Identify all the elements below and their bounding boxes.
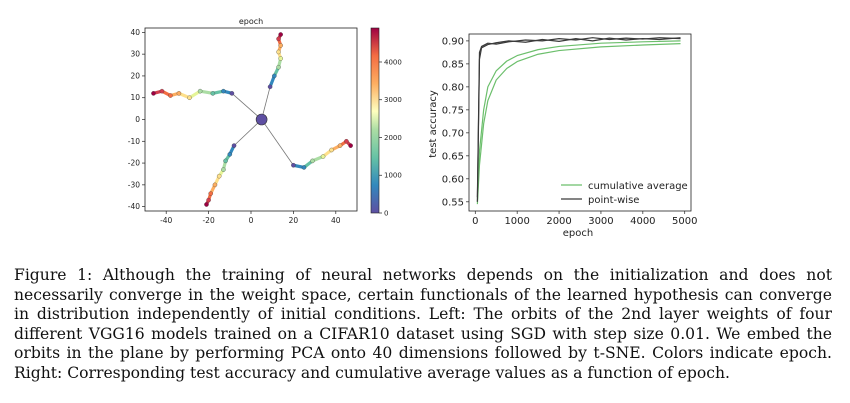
tsne-orbit-point: [206, 197, 211, 203]
accuracy-series-line: [476, 40, 681, 202]
colorbar-tick-label: 1000: [384, 172, 402, 180]
tsne-orbits: [151, 32, 353, 207]
accuracy-plot: 0 1000 2000 3000 4000 5000 0.550.600.650.700.…: [428, 33, 697, 239]
tsne-axes-frame: [144, 27, 358, 212]
tsne-orbit-point: [231, 143, 237, 148]
colorbar-tick-label: 3000: [384, 96, 402, 104]
accuracy-y-tick-label: 0.65: [442, 151, 464, 162]
colorbar: 0 1000 2000 3000 4000: [370, 27, 402, 218]
tsne-orbit-point: [210, 91, 216, 96]
tsne-orbit-point: [197, 88, 203, 94]
accuracy-y-tick-label: 0.55: [442, 197, 464, 208]
tsne-center-marker: [255, 113, 268, 126]
tsne-connector-line: [231, 93, 262, 120]
accuracy-x-ticks: 0 1000 2000 3000 4000 5000: [472, 211, 697, 227]
tsne-orbit-point: [267, 84, 273, 90]
tsne-orbit-point: [204, 202, 209, 207]
accuracy-y-label: test accuracy: [428, 90, 439, 158]
tsne-orbit-point: [212, 182, 218, 188]
tsne-y-tick-label: -30: [128, 180, 140, 189]
accuracy-y-tick-label: 0.75: [442, 105, 464, 116]
tsne-orbit-point: [291, 162, 296, 168]
tsne-orbit-point: [348, 143, 353, 148]
accuracy-series-line: [476, 37, 681, 198]
legend-label-cumulative: cumulative average: [588, 181, 688, 192]
accuracy-x-label: epoch: [563, 228, 593, 239]
accuracy-axes-frame: [468, 33, 692, 212]
tsne-x-tick-label: 20: [289, 216, 299, 225]
accuracy-series-line: [476, 37, 681, 202]
tsne-orbit-point: [221, 167, 226, 172]
tsne-orbit-point: [187, 95, 192, 100]
tsne-orbit-point: [301, 165, 307, 170]
tsne-orbit-point: [310, 158, 315, 164]
tsne-orbit-point: [176, 91, 182, 96]
tsne-y-tick-label: 30: [130, 50, 140, 59]
tsne-orbit-point: [227, 152, 233, 157]
accuracy-series-line: [476, 43, 681, 205]
tsne-x-tick-label: 0: [249, 216, 254, 225]
tsne-orbit-point: [278, 56, 283, 61]
accuracy-x-tick-label: 5000: [672, 216, 697, 227]
accuracy-x-tick-label: 3000: [588, 216, 613, 227]
tsne-orbit-point: [159, 88, 165, 94]
tsne-orbit-point: [272, 73, 277, 79]
tsne-orbit-point: [320, 154, 326, 159]
accuracy-y-tick-label: 0.80: [442, 82, 464, 93]
tsne-orbit-point: [337, 143, 343, 148]
tsne-y-tick-label: -40: [128, 202, 140, 211]
accuracy-x-tick-label: 4000: [630, 216, 655, 227]
accuracy-x-tick-label: 1000: [504, 216, 529, 227]
accuracy-y-ticks: 0.55 0.60 0.65 0.70 0.75 0.80 0.85 0.90: [442, 36, 469, 208]
figure-svg: epoch -40 -20 0 20 40 -40-30-20-10010203040 …: [128, 17, 698, 239]
accuracy-x-tick-label: 2000: [546, 216, 571, 227]
tsne-orbit-point: [344, 139, 349, 144]
accuracy-y-tick-label: 0.85: [442, 59, 464, 70]
tsne-orbit-point: [229, 91, 235, 96]
tsne-y-tick-label: 20: [130, 71, 140, 80]
tsne-plot: epoch -40 -20 0 20 40 -40 -30 -20 -10 0 10 20 30 40: [128, 17, 358, 225]
tsne-connector-lines: [231, 86, 294, 166]
tsne-orbit-point: [223, 158, 228, 164]
tsne-y-ticks: -40 -30 -20 -10 0 10 20 30 40: [128, 28, 145, 211]
figure: epoch -40 -20 0 20 40 -40 -30 -20 -10 0 10 20 30 40 …: [128, 17, 698, 239]
accuracy-y-tick-label: 0.70: [442, 128, 464, 139]
tsne-y-tick-label: 10: [130, 93, 140, 102]
tsne-orbit-point: [278, 32, 283, 37]
tsne-x-tick-label: -40: [160, 216, 172, 225]
tsne-x-tick-label: 40: [331, 216, 341, 225]
tsne-y-tick-label: 0: [135, 115, 140, 124]
colorbar-gradient: [370, 27, 380, 214]
colorbar-tick-label: 2000: [384, 134, 402, 142]
tsne-orbit-point: [278, 43, 283, 48]
colorbar-tick-label: 0: [384, 210, 388, 218]
accuracy-y-tick-label: 0.60: [442, 174, 464, 185]
tsne-orbit-point: [216, 173, 222, 179]
tsne-title: epoch: [239, 17, 263, 26]
tsne-connector-line: [233, 119, 262, 146]
tsne-orbit-point: [276, 36, 281, 42]
colorbar-tick-label: 4000: [384, 58, 402, 66]
accuracy-x-tick-label: 0: [472, 216, 478, 227]
tsne-orbit-point: [168, 93, 173, 98]
accuracy-legend: cumulative average point-wise: [561, 181, 688, 206]
accuracy-y-tick-label: 0.90: [442, 36, 464, 47]
tsne-orbit-point: [221, 88, 226, 94]
tsne-orbit-point: [208, 191, 213, 196]
tsne-orbit-point: [329, 147, 334, 153]
tsne-orbit-point: [276, 49, 281, 55]
tsne-x-tick-label: -20: [202, 216, 214, 225]
tsne-y-tick-label: -20: [128, 159, 140, 168]
colorbar-ticks: 0 1000 2000 3000 4000: [379, 58, 402, 218]
tsne-orbit-point: [151, 91, 156, 96]
tsne-y-tick-label: -10: [128, 137, 140, 146]
legend-label-pointwise: point-wise: [588, 195, 639, 206]
tsne-x-ticks: -40 -20 0 20 40: [160, 211, 341, 225]
figure-caption: Figure 1: Although the training of neura…: [14, 266, 832, 382]
tsne-orbit-point: [276, 64, 281, 70]
tsne-y-tick-label: 40: [130, 28, 140, 37]
accuracy-series-lines: [476, 37, 681, 205]
tsne-connector-line: [261, 119, 294, 166]
